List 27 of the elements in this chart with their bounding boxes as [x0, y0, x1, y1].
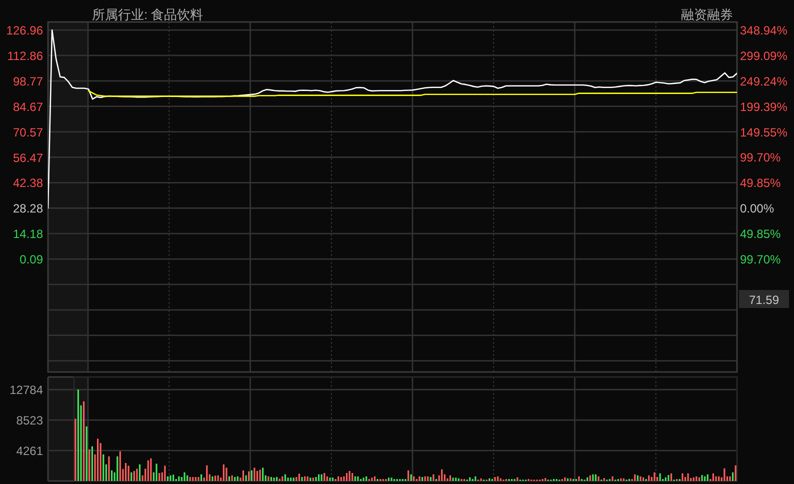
- y2-tick-label: 348.94%: [740, 23, 788, 38]
- y2-tick-label: 99.70%: [740, 150, 782, 165]
- y-tick-label: 98.77: [12, 74, 44, 88]
- y-tick-label: 12784: [10, 383, 44, 398]
- text: 71.59: [748, 293, 780, 307]
- y-tick-label: 56.47: [12, 150, 44, 165]
- y2-tick-label: 0.00%: [740, 202, 774, 216]
- y-tick-label: 42.38: [12, 176, 44, 190]
- y2-tick-label: 49.85%: [740, 176, 782, 190]
- y2-tick-label: 299.09%: [740, 48, 788, 63]
- y-tick-label: 4261: [16, 444, 44, 458]
- line-series: [48, 29, 737, 209]
- y-tick-label: 70.57: [12, 125, 44, 140]
- chart-title: 所属行业: 食品饮料: [92, 7, 204, 22]
- y2-tick-label: 249.24%: [740, 74, 788, 88]
- text: 融资融券: [681, 7, 733, 22]
- y2-tick-label: 199.39%: [740, 100, 788, 114]
- y-tick-label: 14.18: [12, 227, 44, 242]
- y2-tick-label: 149.55%: [740, 125, 788, 140]
- y-tick-label: 112.86: [7, 48, 44, 63]
- y2-tick-label: 99.70%: [740, 252, 782, 267]
- y-tick-label: 8523: [16, 414, 44, 428]
- y-tick-label: 28.28: [12, 202, 44, 216]
- y-tick-label: 0.09: [20, 252, 44, 267]
- y2-tick-label: 49.85%: [740, 227, 782, 242]
- y-tick-label: 126.96: [6, 24, 44, 38]
- y-tick-label: 84.67: [12, 100, 44, 114]
